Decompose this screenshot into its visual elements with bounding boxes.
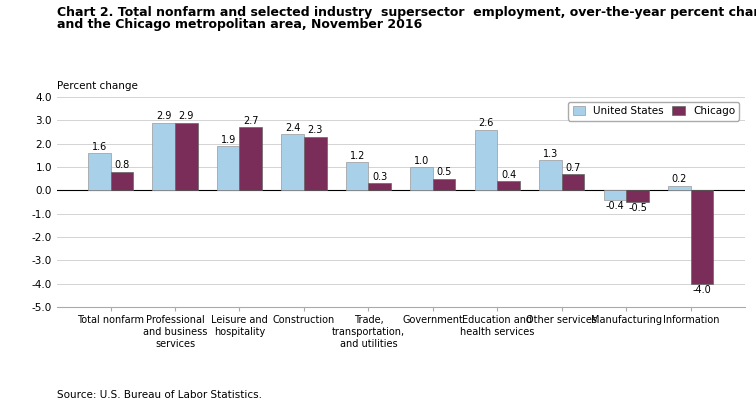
- Text: and the Chicago metropolitan area, November 2016: and the Chicago metropolitan area, Novem…: [57, 18, 422, 31]
- Bar: [281, 134, 304, 190]
- Text: -0.5: -0.5: [628, 203, 647, 213]
- Bar: [217, 146, 240, 190]
- Text: Chart 2. Total nonfarm and selected industry  supersector  employment, over-the-: Chart 2. Total nonfarm and selected indu…: [57, 6, 756, 19]
- Text: 0.5: 0.5: [436, 167, 452, 177]
- Text: 2.6: 2.6: [479, 118, 494, 128]
- Bar: [304, 137, 327, 190]
- Text: 1.2: 1.2: [349, 151, 365, 161]
- Text: Source: U.S. Bureau of Labor Statistics.: Source: U.S. Bureau of Labor Statistics.: [57, 390, 262, 400]
- Text: 0.8: 0.8: [114, 160, 129, 170]
- Text: 2.4: 2.4: [285, 123, 300, 133]
- Text: 0.3: 0.3: [372, 172, 387, 182]
- Bar: [175, 123, 197, 190]
- Text: 0.4: 0.4: [501, 170, 516, 180]
- Bar: [433, 179, 455, 190]
- Bar: [475, 130, 497, 190]
- Bar: [411, 167, 433, 190]
- Bar: [691, 190, 714, 284]
- Text: 2.7: 2.7: [243, 116, 259, 126]
- Text: 0.7: 0.7: [565, 162, 581, 173]
- Text: 1.3: 1.3: [543, 149, 558, 159]
- Bar: [539, 160, 562, 190]
- Text: 1.6: 1.6: [91, 141, 107, 152]
- Text: 1.9: 1.9: [221, 135, 236, 145]
- Bar: [110, 172, 133, 190]
- Bar: [604, 190, 627, 200]
- Text: 2.3: 2.3: [308, 125, 323, 135]
- Text: 2.9: 2.9: [178, 111, 194, 121]
- Bar: [153, 123, 175, 190]
- Bar: [346, 162, 368, 190]
- Text: 1.0: 1.0: [414, 156, 429, 166]
- Text: Percent change: Percent change: [57, 81, 138, 91]
- Bar: [668, 186, 691, 190]
- Bar: [368, 183, 391, 190]
- Text: 0.2: 0.2: [672, 174, 687, 184]
- Bar: [497, 181, 520, 190]
- Bar: [627, 190, 649, 202]
- Bar: [562, 174, 584, 190]
- Text: 2.9: 2.9: [156, 111, 172, 121]
- Text: -0.4: -0.4: [606, 201, 624, 211]
- Bar: [240, 127, 262, 190]
- Bar: [88, 153, 110, 190]
- Text: -4.0: -4.0: [692, 285, 711, 295]
- Legend: United States, Chicago: United States, Chicago: [569, 102, 739, 120]
